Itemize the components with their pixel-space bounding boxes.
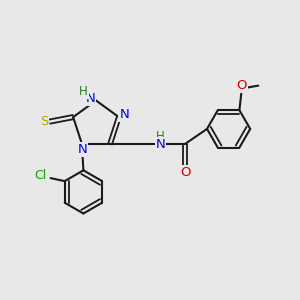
- Text: N: N: [156, 138, 165, 151]
- Text: Cl: Cl: [34, 169, 47, 182]
- Text: N: N: [78, 143, 87, 156]
- Text: N: N: [119, 108, 129, 121]
- Text: H: H: [156, 130, 165, 143]
- Text: S: S: [40, 116, 49, 128]
- Text: N: N: [86, 92, 95, 105]
- Text: O: O: [180, 166, 191, 179]
- Text: O: O: [237, 79, 247, 92]
- Text: H: H: [79, 85, 88, 98]
